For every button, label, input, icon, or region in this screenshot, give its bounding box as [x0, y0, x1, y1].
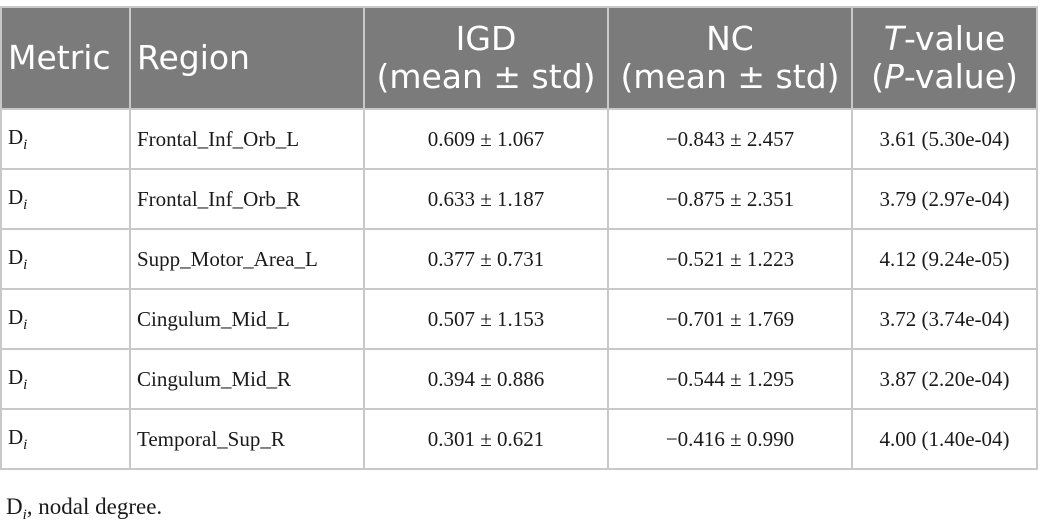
metric-base: D — [8, 184, 24, 209]
t-p-cell: 3.61 (5.30e-04) — [851, 108, 1038, 170]
metric-subscript: i — [23, 436, 28, 453]
igd-cell: 0.377 ± 0.731 — [363, 228, 609, 290]
nc-cell: −0.416 ± 0.990 — [607, 408, 853, 470]
header-nc: NC (mean ± std) — [607, 6, 853, 110]
footnote-text: , nodal degree. — [26, 494, 163, 519]
header-row: Metric Region IGD (mean ± std) NC (mean ± … — [0, 6, 1038, 110]
igd-cell: 0.507 ± 1.153 — [363, 288, 609, 350]
metric-subscript: i — [23, 316, 28, 333]
region-cell: Frontal_Inf_Orb_R — [129, 168, 365, 230]
table-body: Di Frontal_Inf_Orb_L 0.609 ± 1.067 −0.84… — [0, 108, 1038, 470]
header-igd-line1: IGD — [455, 19, 517, 58]
metric-cell: Di — [0, 348, 131, 410]
header-igd-line2: (mean ± std) — [376, 57, 596, 96]
metric-cell: Di — [0, 408, 131, 470]
metric-cell: Di — [0, 288, 131, 350]
metric-subscript: i — [23, 136, 28, 153]
metric-cell: Di — [0, 168, 131, 230]
metric-subscript: i — [23, 376, 28, 393]
region-cell: Frontal_Inf_Orb_L — [129, 108, 365, 170]
t-p-cell: 3.79 (2.97e-04) — [851, 168, 1038, 230]
header-p-open: ( — [871, 57, 884, 96]
table-row: Di Frontal_Inf_Orb_L 0.609 ± 1.067 −0.84… — [0, 108, 1038, 170]
region-cell: Temporal_Sup_R — [129, 408, 365, 470]
nc-cell: −0.843 ± 2.457 — [607, 108, 853, 170]
table-header: Metric Region IGD (mean ± std) NC (mean ± … — [0, 6, 1038, 110]
metric-cell: Di — [0, 228, 131, 290]
region-cell: Supp_Motor_Area_L — [129, 228, 365, 290]
header-metric: Metric — [0, 6, 131, 110]
metric-subscript: i — [23, 256, 28, 273]
table-row: Di Frontal_Inf_Orb_R 0.633 ± 1.187 −0.87… — [0, 168, 1038, 230]
header-t-rest: -value — [904, 19, 1006, 58]
t-p-cell: 4.12 (9.24e-05) — [851, 228, 1038, 290]
table-row: Di Supp_Motor_Area_L 0.377 ± 0.731 −0.52… — [0, 228, 1038, 290]
table-row: Di Cingulum_Mid_R 0.394 ± 0.886 −0.544 ±… — [0, 348, 1038, 410]
metric-subscript: i — [23, 196, 28, 213]
igd-cell: 0.394 ± 0.886 — [363, 348, 609, 410]
region-cell: Cingulum_Mid_R — [129, 348, 365, 410]
region-cell: Cingulum_Mid_L — [129, 288, 365, 350]
metric-base: D — [8, 424, 24, 449]
nc-cell: −0.875 ± 2.351 — [607, 168, 853, 230]
igd-cell: 0.609 ± 1.067 — [363, 108, 609, 170]
metric-cell: Di — [0, 108, 131, 170]
header-p-rest: -value) — [903, 57, 1018, 96]
t-p-cell: 3.87 (2.20e-04) — [851, 348, 1038, 410]
header-t-p-value: T-value (P-value) — [851, 6, 1038, 110]
results-table: Metric Region IGD (mean ± std) NC (mean ± … — [0, 6, 1038, 470]
table-row: Di Temporal_Sup_R 0.301 ± 0.621 −0.416 ±… — [0, 408, 1038, 470]
metric-base: D — [8, 244, 24, 269]
t-p-cell: 4.00 (1.40e-04) — [851, 408, 1038, 470]
header-p-letter: P — [883, 57, 904, 96]
footnote-subscript: i — [22, 507, 27, 523]
metric-base: D — [8, 124, 24, 149]
header-region: Region — [129, 6, 365, 110]
nc-cell: −0.701 ± 1.769 — [607, 288, 853, 350]
igd-cell: 0.301 ± 0.621 — [363, 408, 609, 470]
table-footnote: Di, nodal degree. — [6, 494, 162, 524]
footnote-base: D — [6, 494, 23, 519]
t-p-cell: 3.72 (3.74e-04) — [851, 288, 1038, 350]
header-nc-line2: (mean ± std) — [620, 57, 840, 96]
nc-cell: −0.521 ± 1.223 — [607, 228, 853, 290]
table-row: Di Cingulum_Mid_L 0.507 ± 1.153 −0.701 ±… — [0, 288, 1038, 350]
igd-cell: 0.633 ± 1.187 — [363, 168, 609, 230]
metric-base: D — [8, 364, 24, 389]
header-nc-line1: NC — [706, 19, 754, 58]
header-t-letter: T — [883, 19, 904, 58]
nc-cell: −0.544 ± 1.295 — [607, 348, 853, 410]
metric-base: D — [8, 304, 24, 329]
header-igd: IGD (mean ± std) — [363, 6, 609, 110]
